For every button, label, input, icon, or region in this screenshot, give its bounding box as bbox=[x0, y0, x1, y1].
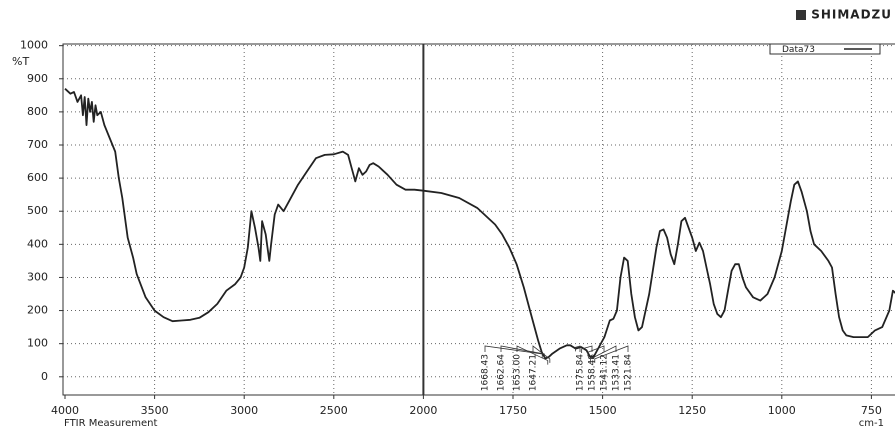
annotation-label: 1662.64 bbox=[497, 354, 507, 391]
spectrum-line bbox=[64, 88, 895, 360]
legend-label: Data73 bbox=[782, 45, 815, 55]
annotation-leader bbox=[587, 345, 605, 357]
annotation-label: 1541.12 bbox=[600, 354, 610, 391]
legend-box bbox=[769, 43, 881, 55]
annotation-leader bbox=[500, 345, 545, 358]
x-tick-label: 2500 bbox=[320, 404, 348, 417]
y-axis-label: %T bbox=[12, 55, 29, 68]
annotation-label: 1533.41 bbox=[612, 354, 622, 391]
y-tick-label: 700 bbox=[27, 138, 48, 151]
x-axis-label: cm-1 bbox=[859, 418, 884, 427]
annotation-leader bbox=[516, 345, 549, 365]
x-tick-label: 2000 bbox=[409, 404, 437, 417]
y-tick-label: 600 bbox=[27, 171, 48, 184]
plot-frame bbox=[62, 43, 895, 396]
plot: 0 100 200 300 400 500 600 700 800 900 1000 4000 3500… bbox=[20, 39, 895, 417]
annotation-leader bbox=[594, 345, 629, 363]
y-tick-label: 300 bbox=[27, 270, 48, 283]
x-tick-label: 3500 bbox=[141, 404, 169, 417]
y-tick-label: 1000 bbox=[20, 39, 48, 52]
y-tick-label: 900 bbox=[27, 72, 48, 85]
annotation-label: 1558.48 bbox=[588, 354, 598, 391]
annotation-leader bbox=[484, 345, 543, 358]
y-tick-label: 200 bbox=[27, 304, 48, 317]
x-tick-label: 1750 bbox=[499, 404, 527, 417]
annotation-leader bbox=[581, 345, 593, 353]
annotation-leader bbox=[575, 345, 581, 352]
x-tick-label: 750 bbox=[861, 404, 882, 417]
brand-logo bbox=[796, 10, 806, 20]
annotation-label: 1521.84 bbox=[624, 354, 634, 391]
y-tick-label: 500 bbox=[27, 204, 48, 217]
x-tick-label: 4000 bbox=[51, 404, 79, 417]
brand: SHIMADZU bbox=[811, 8, 892, 22]
y-tick-label: 400 bbox=[27, 237, 48, 250]
subtitle: FTIR Measurement bbox=[64, 418, 157, 427]
x-tick-label: 1000 bbox=[768, 404, 796, 417]
x-tick-label: 3000 bbox=[230, 404, 258, 417]
x-tick-label: 1500 bbox=[589, 404, 617, 417]
annotation-label: 1653.00 bbox=[513, 354, 523, 391]
annotation-leader bbox=[590, 345, 617, 363]
annotation-label: 1647.21 bbox=[529, 354, 539, 391]
annotation-label: 1575.84 bbox=[576, 354, 586, 391]
y-tick-label: 800 bbox=[27, 105, 48, 118]
annotation-leader bbox=[532, 345, 551, 363]
x-tick-label: 1250 bbox=[678, 404, 706, 417]
annotation-label: 1668.43 bbox=[481, 354, 491, 391]
y-tick-label: 0 bbox=[41, 370, 48, 383]
y-tick-label: 100 bbox=[27, 337, 48, 350]
